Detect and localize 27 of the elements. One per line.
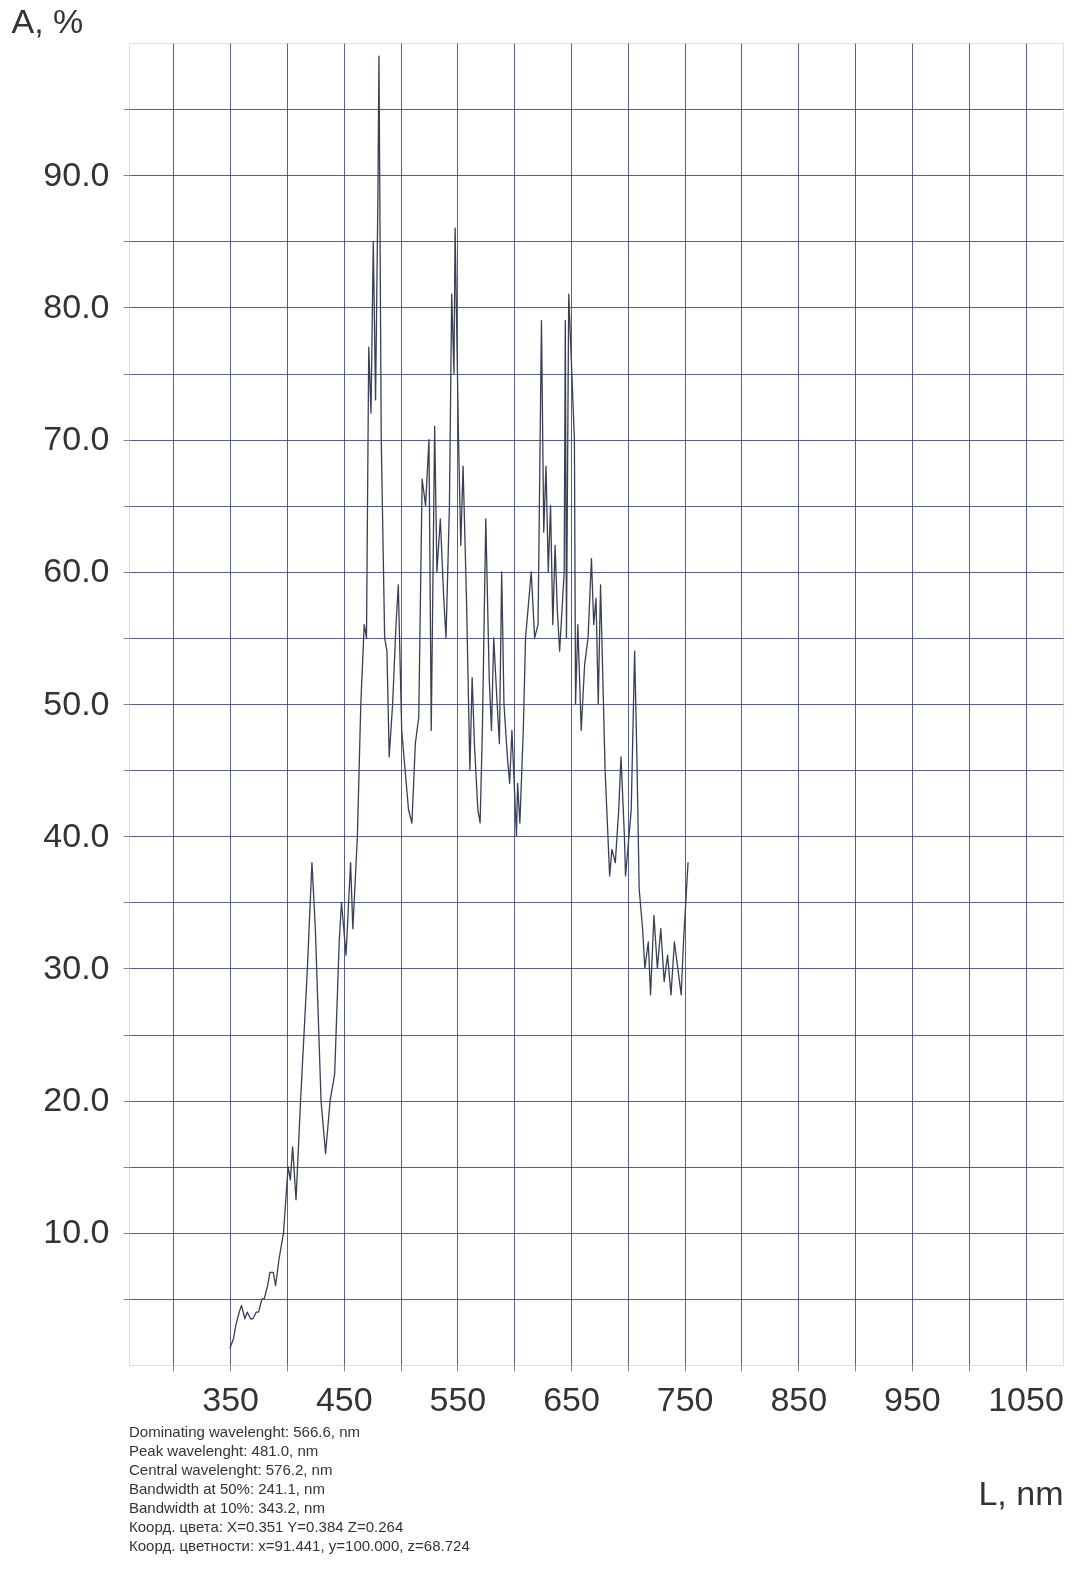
x-tick-label: 1050 xyxy=(988,1379,1064,1418)
text: Коорд. цвета: X=0.351 Y=0.384 Z=0.264 xyxy=(129,1518,404,1535)
y-tick-label: 90.0 xyxy=(43,154,110,193)
x-tick-label: 450 xyxy=(315,1379,373,1418)
line-series xyxy=(229,55,689,1349)
y-tick-label: 80.0 xyxy=(43,286,110,325)
x-axis-title: L, nm xyxy=(978,1473,1064,1512)
x-tick-label: 950 xyxy=(884,1379,941,1418)
text: Central wavelenght: 576.2, nm xyxy=(129,1461,333,1478)
y-tick-label: 40.0 xyxy=(43,815,110,854)
text: Bandwidth at 10%: 343.2, nm xyxy=(129,1499,325,1516)
y-tick-label: 60.0 xyxy=(43,551,110,590)
x-tick-label: 550 xyxy=(429,1379,487,1418)
text: Bandwidth at 50%: 241.1, nm xyxy=(129,1480,325,1497)
y-tick-label: 70.0 xyxy=(43,419,110,458)
text: Peak wavelenght: 481.0, nm xyxy=(129,1442,319,1459)
y-tick-label: 20.0 xyxy=(43,1080,110,1119)
text: Dominating wavelenght: 566.6, nm xyxy=(129,1423,360,1440)
y-tick-label: 30.0 xyxy=(43,947,110,986)
x-tick-label: 350 xyxy=(202,1379,259,1418)
y-axis-title: A, % xyxy=(11,1,84,40)
y-tick-label: 50.0 xyxy=(43,683,110,722)
y-tick-label: 10.0 xyxy=(43,1212,110,1251)
x-tick-label: 850 xyxy=(770,1379,828,1418)
text: Коорд. цветности: x=91.441, y=100.000, z=68.724 xyxy=(129,1537,470,1554)
x-tick-label: 750 xyxy=(656,1379,714,1418)
x-tick-label: 650 xyxy=(543,1379,600,1418)
